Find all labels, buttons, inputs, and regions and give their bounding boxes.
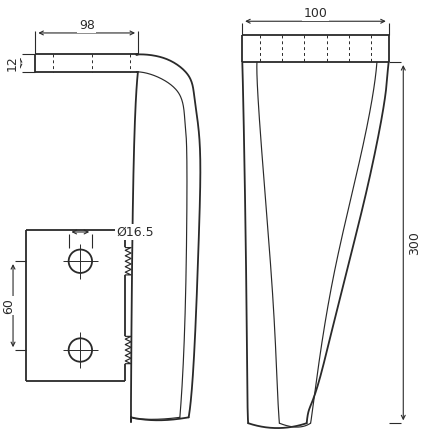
Text: 12: 12 <box>5 55 18 71</box>
Text: 98: 98 <box>79 19 95 32</box>
Text: 60: 60 <box>2 297 15 314</box>
Text: 300: 300 <box>409 231 422 254</box>
Text: Ø16.5: Ø16.5 <box>116 225 154 238</box>
Text: 100: 100 <box>304 7 327 20</box>
